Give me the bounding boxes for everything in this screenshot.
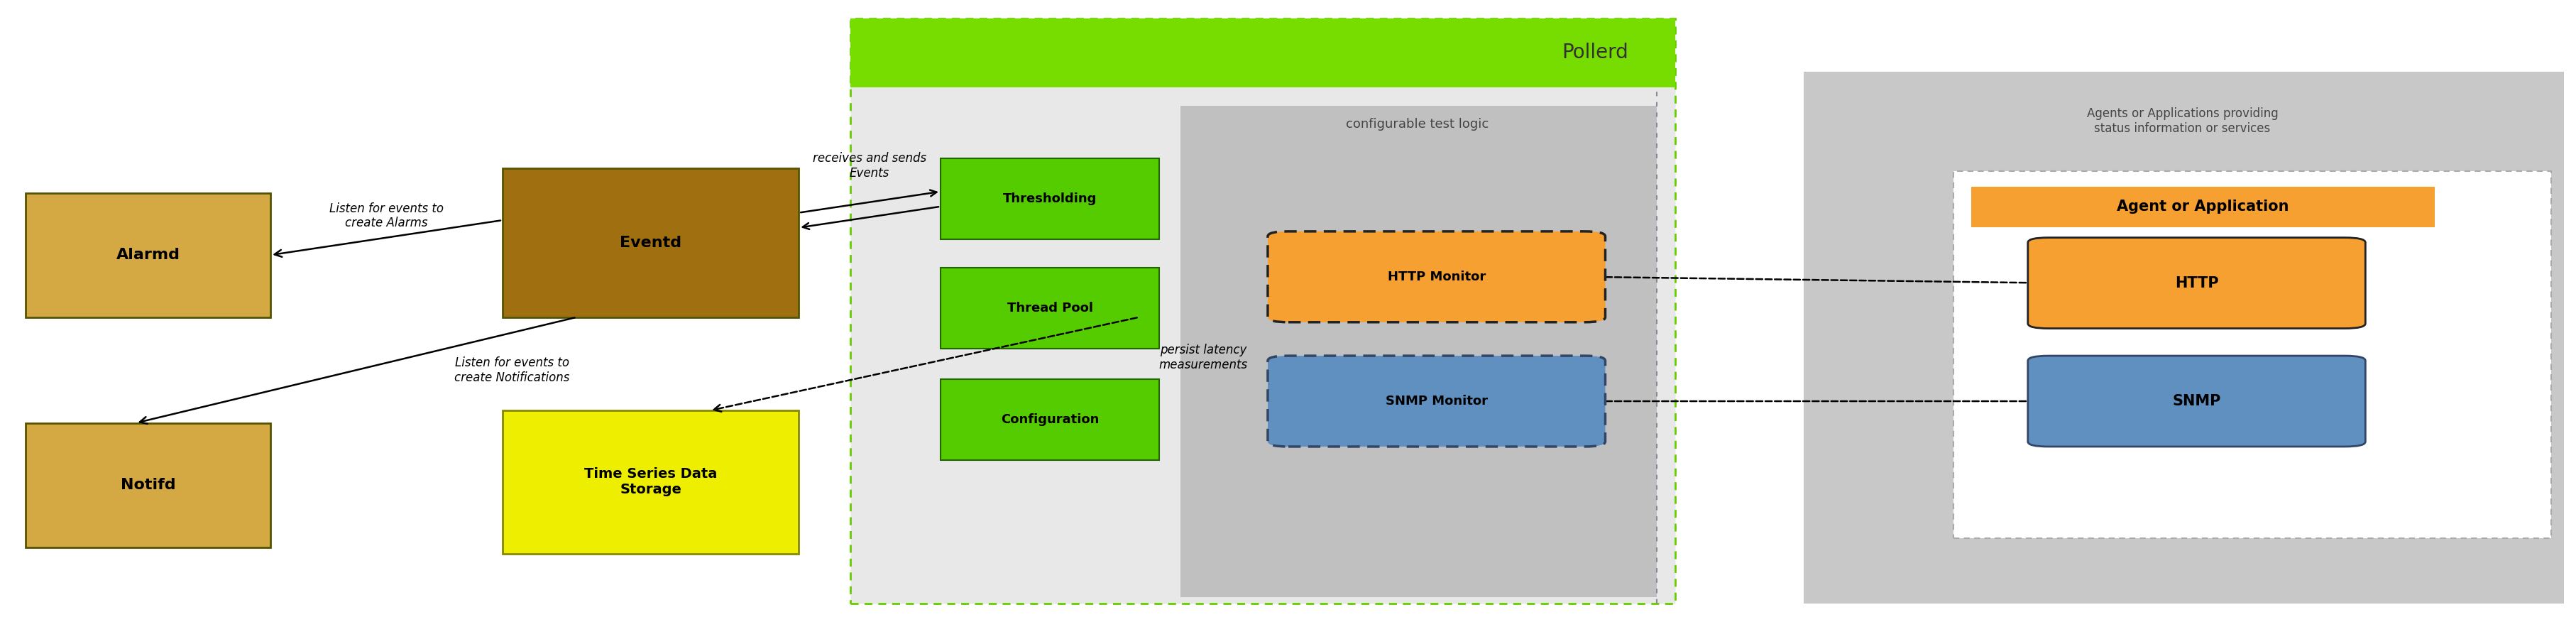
FancyBboxPatch shape — [2027, 238, 2365, 328]
FancyBboxPatch shape — [502, 168, 799, 317]
FancyBboxPatch shape — [850, 19, 1674, 87]
FancyBboxPatch shape — [502, 411, 799, 554]
Text: Thresholding: Thresholding — [1002, 193, 1097, 205]
Text: receives and sends
Events: receives and sends Events — [811, 152, 927, 180]
Text: Pollerd: Pollerd — [1561, 43, 1628, 63]
Text: persist latency
measurements: persist latency measurements — [1159, 344, 1247, 371]
Text: Alarmd: Alarmd — [116, 248, 180, 262]
Text: Time Series Data
Storage: Time Series Data Storage — [585, 468, 716, 496]
FancyBboxPatch shape — [850, 19, 1674, 603]
Text: HTTP Monitor: HTTP Monitor — [1386, 271, 1486, 283]
FancyBboxPatch shape — [1180, 106, 1656, 597]
Text: Listen for events to
create Alarms: Listen for events to create Alarms — [330, 202, 443, 230]
Text: Agent or Application: Agent or Application — [2117, 200, 2287, 214]
FancyBboxPatch shape — [26, 423, 270, 547]
Text: Notifd: Notifd — [121, 478, 175, 492]
Text: HTTP: HTTP — [2174, 276, 2218, 290]
Text: Eventd: Eventd — [618, 236, 683, 249]
FancyBboxPatch shape — [940, 379, 1159, 460]
FancyBboxPatch shape — [1971, 187, 2434, 227]
FancyBboxPatch shape — [940, 267, 1159, 348]
FancyBboxPatch shape — [1803, 72, 2563, 603]
Text: Agents or Applications providing
status information or services: Agents or Applications providing status … — [2087, 108, 2277, 135]
Text: SNMP Monitor: SNMP Monitor — [1386, 395, 1486, 407]
Text: Listen for events to
create Notifications: Listen for events to create Notification… — [453, 356, 569, 384]
Text: SNMP: SNMP — [2172, 394, 2221, 408]
FancyBboxPatch shape — [940, 159, 1159, 239]
FancyBboxPatch shape — [2027, 356, 2365, 447]
FancyBboxPatch shape — [1953, 171, 2550, 538]
FancyBboxPatch shape — [1267, 231, 1605, 322]
FancyBboxPatch shape — [26, 193, 270, 317]
FancyBboxPatch shape — [1267, 356, 1605, 447]
Text: Configuration: Configuration — [999, 414, 1100, 426]
Text: configurable test logic: configurable test logic — [1345, 118, 1489, 131]
Text: Thread Pool: Thread Pool — [1007, 302, 1092, 314]
